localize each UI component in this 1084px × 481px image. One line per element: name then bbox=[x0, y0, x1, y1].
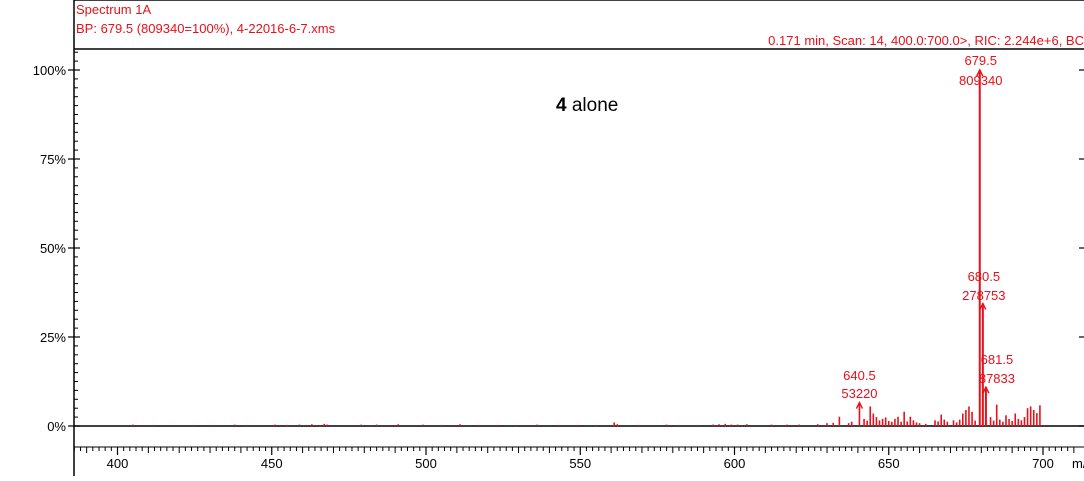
x-axis-label: m/z bbox=[1072, 456, 1084, 471]
scan-info: 0.171 min, Scan: 14, 400.0:700.0>, RIC: … bbox=[768, 33, 1084, 48]
compound-annotation: 4 alone bbox=[556, 95, 618, 116]
peak-mz-label: 681.5 bbox=[981, 352, 1014, 367]
x-tick-label: 600 bbox=[724, 456, 746, 471]
y-axis-ticks: 0% 25% 50% 75% 100% bbox=[33, 51, 1084, 434]
peak-marker bbox=[982, 385, 990, 394]
y-tick-label: 0% bbox=[47, 419, 66, 434]
peak-marker bbox=[855, 400, 864, 409]
y-tick-label: 50% bbox=[40, 241, 66, 256]
peak-labels: 679.5 809340 680.5 278753 681.5 87833 640.5 532… bbox=[841, 53, 1015, 409]
peak-bars bbox=[132, 70, 1041, 426]
x-tick-label: 700 bbox=[1032, 456, 1054, 471]
x-tick-label: 450 bbox=[261, 456, 283, 471]
y-tick-label: 75% bbox=[40, 152, 66, 167]
y-tick-label: 100% bbox=[33, 63, 67, 78]
chart-subtitle: BP: 679.5 (809340=100%), 4-22016-6-7.xms bbox=[76, 21, 336, 36]
x-axis-ticks: 400 450 500 550 600 650 700 bbox=[73, 447, 1075, 471]
x-tick-label: 400 bbox=[107, 456, 129, 471]
peak-intensity-label: 87833 bbox=[979, 371, 1015, 386]
x-tick-label: 650 bbox=[878, 456, 900, 471]
annotation-text: alone bbox=[567, 95, 619, 116]
peak-intensity-label: 53220 bbox=[841, 386, 877, 401]
peak-mz-label: 680.5 bbox=[968, 269, 1001, 284]
peak-mz-label: 679.5 bbox=[964, 53, 997, 68]
peak-intensity-label: 809340 bbox=[959, 73, 1002, 88]
chart-title: Spectrum 1A bbox=[76, 2, 151, 17]
peak-marker bbox=[979, 301, 987, 310]
y-tick-label: 25% bbox=[40, 330, 66, 345]
x-tick-label: 500 bbox=[415, 456, 437, 471]
peak-marker bbox=[976, 68, 984, 77]
x-tick-label: 550 bbox=[569, 456, 591, 471]
compound-number: 4 bbox=[556, 95, 567, 116]
peak-intensity-label: 278753 bbox=[962, 288, 1005, 303]
peak-mz-label: 640.5 bbox=[843, 368, 876, 383]
